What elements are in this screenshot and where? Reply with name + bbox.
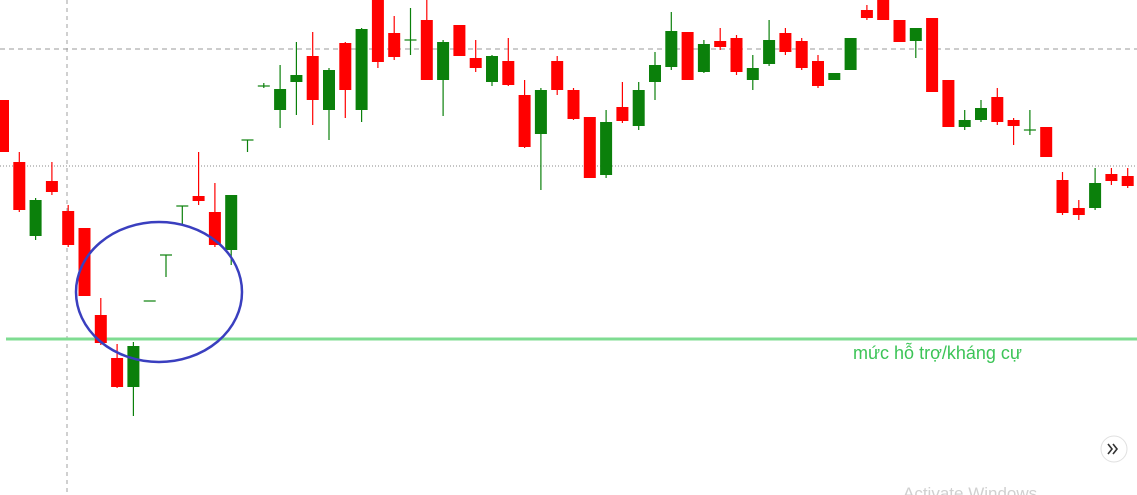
candle-body — [877, 0, 890, 20]
candle-body — [975, 108, 987, 120]
candle-body — [355, 29, 368, 110]
candle-body — [779, 33, 792, 52]
candle-body — [600, 122, 613, 175]
candle-body — [893, 20, 906, 42]
candle-body — [763, 40, 776, 64]
candle-body — [909, 28, 922, 41]
levels: mức hỗ trợ/kháng cự — [0, 48, 1137, 363]
candle-body — [323, 70, 335, 110]
candle-body — [942, 80, 955, 127]
candle-body — [1040, 127, 1053, 157]
candle-body — [274, 89, 287, 110]
candle-body — [469, 58, 482, 68]
candle-body — [94, 315, 107, 343]
candle-body — [583, 117, 596, 178]
candle-body — [1056, 180, 1069, 213]
candle-body — [339, 43, 352, 90]
level-label: mức hỗ trợ/kháng cự — [853, 342, 1022, 363]
candle-body — [534, 90, 547, 134]
scroll-button-circle[interactable] — [1100, 435, 1128, 463]
candle-body — [192, 196, 205, 201]
candle-body — [714, 41, 727, 47]
candle-body — [551, 61, 564, 90]
candle-body — [127, 346, 140, 387]
watermark: Activate Windows — [903, 484, 1037, 495]
candle-body — [62, 211, 75, 245]
candle-body — [795, 41, 808, 68]
candle-body — [0, 100, 9, 152]
candle-body — [453, 25, 466, 56]
highlight-ellipse — [74, 220, 244, 364]
candle-body — [388, 33, 401, 57]
candles — [0, 0, 1134, 416]
candle-body — [111, 358, 124, 387]
candle-body — [371, 0, 384, 62]
candle-body — [518, 95, 531, 147]
scroll-button[interactable] — [1100, 435, 1128, 463]
candle-body — [649, 65, 661, 82]
candle-body — [567, 90, 580, 119]
scroll-icon[interactable] — [1107, 443, 1119, 455]
candle-body — [1007, 120, 1020, 126]
candle-body — [665, 31, 678, 67]
candle-body — [844, 38, 857, 70]
candle-body — [1072, 208, 1085, 215]
candle-body — [1121, 176, 1134, 186]
candle-body — [290, 75, 303, 82]
candle-body — [812, 61, 824, 86]
candle-body — [697, 44, 710, 72]
candle-body — [502, 61, 515, 85]
candle-body — [1105, 174, 1118, 181]
candle-body — [29, 200, 42, 236]
candle-body — [632, 90, 645, 126]
candle-body — [13, 162, 26, 210]
candle-body — [746, 68, 759, 80]
candle-body — [958, 120, 971, 127]
candle-body — [926, 18, 939, 92]
candle-body — [616, 107, 629, 121]
candle-body — [45, 181, 58, 192]
candle-body — [991, 97, 1004, 122]
candle-body — [225, 195, 238, 250]
candle-body — [828, 73, 841, 80]
candle-body — [437, 42, 450, 80]
candle-body — [420, 20, 433, 80]
candle-body — [681, 32, 694, 80]
candle-body — [486, 56, 498, 82]
candle-body — [860, 10, 873, 18]
candle-body — [306, 56, 319, 100]
candle-body — [730, 38, 743, 72]
candle-body — [1089, 183, 1102, 208]
